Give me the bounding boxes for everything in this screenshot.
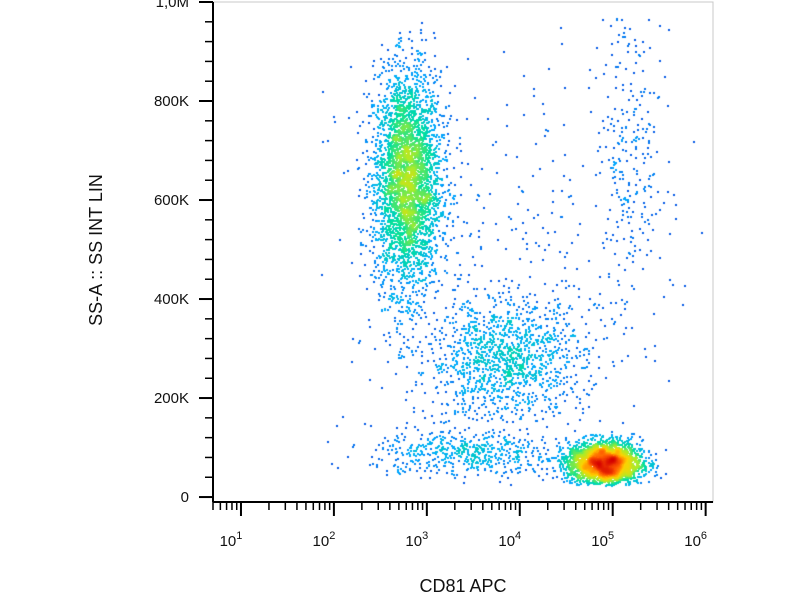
x-tick-label: 101: [220, 530, 243, 550]
y-tick-label: 1,0M: [156, 0, 189, 11]
x-axis: 101 102 103 104 105 106: [212, 501, 713, 550]
y-tick-label: 200K: [154, 390, 189, 407]
y-axis: 0 200K 400K 600K 800K 1,0M: [154, 0, 214, 506]
x-tick-label: 103: [405, 530, 428, 550]
x-tick-label: 106: [684, 530, 707, 550]
x-tick-label: 104: [498, 530, 521, 550]
x-tick-label: 102: [313, 530, 336, 550]
plot-frame: [212, 1, 714, 503]
y-axis-title: SS-A :: SS INT LIN: [86, 174, 106, 326]
x-tick-label: 105: [591, 530, 614, 550]
x-axis-title: CD81 APC: [419, 576, 506, 596]
y-tick-label: 800K: [154, 93, 189, 110]
y-tick-label: 400K: [154, 291, 189, 308]
y-tick-label: 600K: [154, 192, 189, 209]
y-tick-label: 0: [181, 489, 189, 506]
